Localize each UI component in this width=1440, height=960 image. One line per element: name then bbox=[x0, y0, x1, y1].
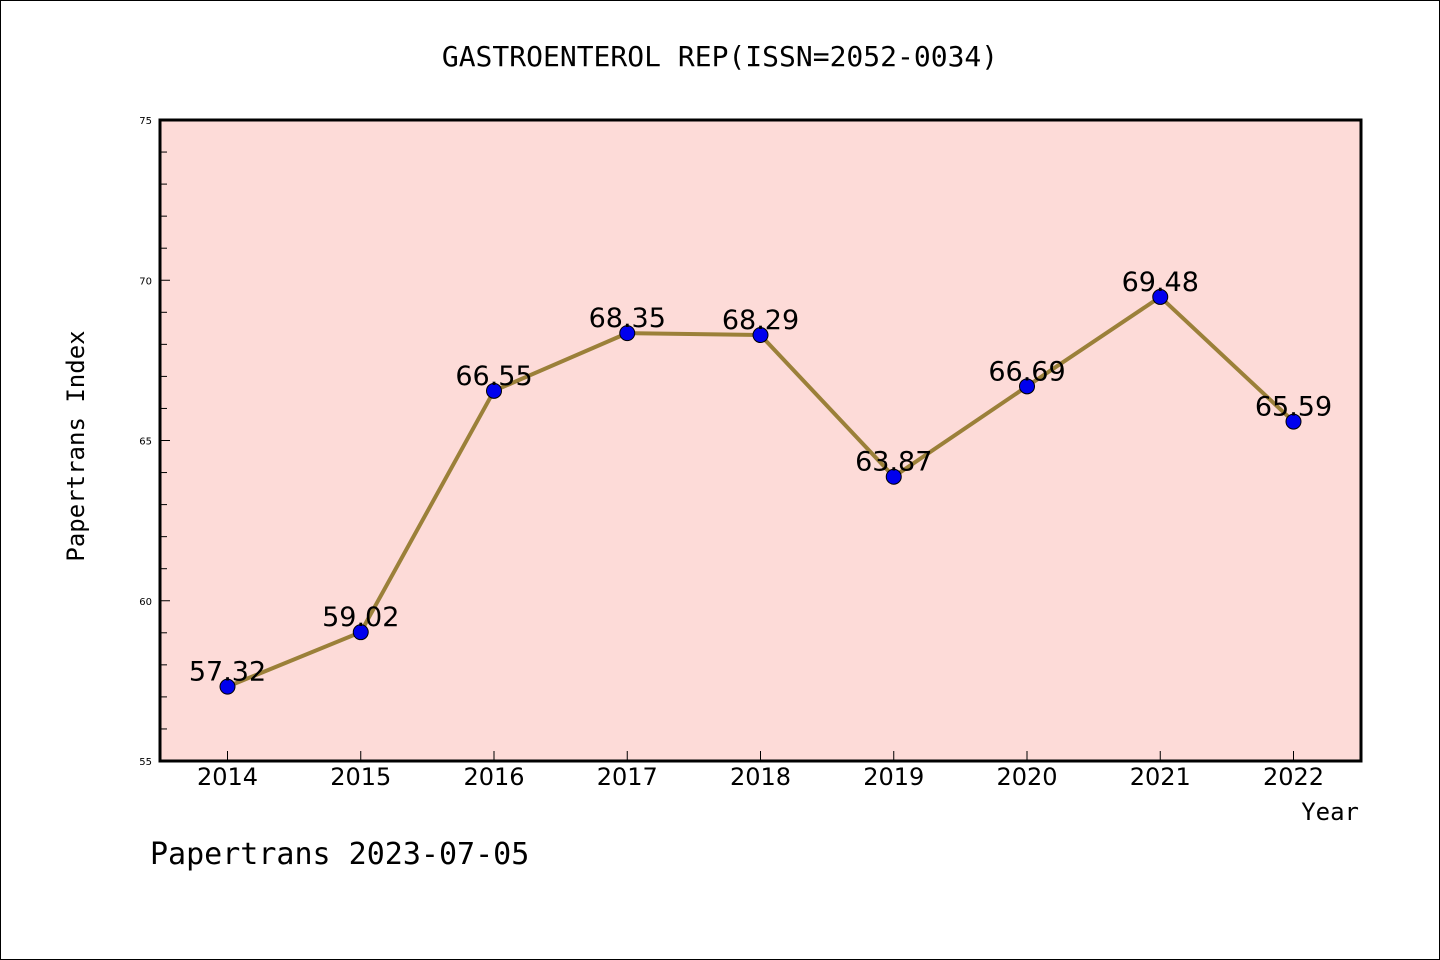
x-tick-label: 2022 bbox=[1263, 763, 1324, 791]
data-label: 57.32 bbox=[189, 657, 266, 688]
series bbox=[219, 288, 1302, 695]
x-axis: 2014 2015 2016 2017 2018 2019 2020 2021 2022 bbox=[197, 751, 1324, 791]
data-point bbox=[1152, 288, 1169, 305]
data-labels: 57.32 59.02 66.55 68.35 68.29 63.87 66.69 69.48… bbox=[189, 267, 1332, 688]
x-tick-label: 2019 bbox=[863, 763, 924, 791]
y-tick-label: 75 bbox=[139, 116, 152, 127]
x-tick-label: 2020 bbox=[996, 763, 1057, 791]
data-point bbox=[752, 327, 769, 344]
data-point bbox=[1019, 378, 1035, 395]
chart-title: GASTROENTEROL REP(ISSN=2052-0034) bbox=[442, 40, 998, 73]
data-point bbox=[885, 468, 902, 485]
data-label: 59.02 bbox=[322, 602, 399, 633]
data-point bbox=[619, 325, 636, 342]
y-tick-label: 65 bbox=[139, 437, 152, 448]
data-label: 65.59 bbox=[1255, 392, 1332, 423]
data-label: 68.35 bbox=[589, 303, 666, 334]
data-label: 68.29 bbox=[722, 305, 799, 336]
data-label: 63.87 bbox=[855, 447, 932, 478]
data-label: 69.48 bbox=[1122, 267, 1199, 298]
x-tick-label: 2015 bbox=[330, 763, 391, 791]
plot-area bbox=[158, 118, 1363, 763]
x-axis-title: Year bbox=[1301, 798, 1359, 826]
y-axis-title: Papertrans Index bbox=[62, 330, 90, 561]
y-tick-label: 55 bbox=[139, 757, 152, 768]
y-tick-label: 70 bbox=[139, 276, 152, 287]
data-point bbox=[352, 624, 369, 641]
y-axis: 55 60 65 70 75 bbox=[139, 116, 170, 768]
x-tick-label: 2018 bbox=[730, 763, 791, 791]
x-tick-label: 2014 bbox=[197, 763, 258, 791]
x-tick-label: 2016 bbox=[463, 763, 524, 791]
x-tick-label: 2021 bbox=[1130, 763, 1191, 791]
data-point bbox=[219, 678, 236, 695]
data-label: 66.69 bbox=[988, 356, 1065, 387]
footer-date-text: Papertrans 2023-07-05 bbox=[150, 837, 529, 872]
y-tick-label: 60 bbox=[139, 597, 152, 608]
x-tick-label: 2017 bbox=[597, 763, 658, 791]
data-label: 66.55 bbox=[455, 361, 532, 392]
data-point bbox=[1285, 413, 1302, 430]
data-point bbox=[486, 382, 502, 399]
